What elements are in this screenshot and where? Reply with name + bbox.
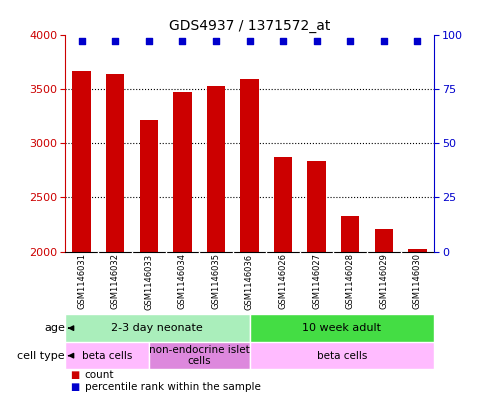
Bar [173, 92, 192, 252]
Bar [65, 342, 149, 369]
Text: GSM1146034: GSM1146034 [178, 253, 187, 309]
Text: non-endocrine islet
cells: non-endocrine islet cells [149, 345, 250, 366]
Bar [72, 71, 91, 252]
Point [178, 38, 186, 44]
Bar [207, 86, 225, 252]
Text: GSM1146028: GSM1146028 [346, 253, 355, 309]
Bar [274, 158, 292, 252]
Point [212, 38, 220, 44]
Text: GSM1146033: GSM1146033 [144, 253, 153, 310]
Text: GSM1146032: GSM1146032 [111, 253, 120, 309]
Bar [240, 79, 258, 252]
Point [380, 38, 388, 44]
Text: age: age [44, 323, 65, 333]
Bar [250, 342, 434, 369]
Point [145, 38, 153, 44]
Text: beta cells: beta cells [82, 351, 132, 361]
Title: GDS4937 / 1371572_at: GDS4937 / 1371572_at [169, 19, 330, 33]
Bar [140, 119, 158, 252]
Bar [149, 342, 250, 369]
Point [413, 38, 421, 44]
Text: ■: ■ [70, 370, 79, 380]
Point [246, 38, 253, 44]
Text: count: count [85, 370, 114, 380]
Bar [375, 229, 393, 252]
Bar [408, 250, 427, 252]
Point [346, 38, 354, 44]
Bar [307, 161, 326, 252]
Text: 2-3 day neonate: 2-3 day neonate [111, 323, 203, 333]
Text: GSM1146026: GSM1146026 [278, 253, 287, 309]
Text: GSM1146030: GSM1146030 [413, 253, 422, 309]
Point [78, 38, 86, 44]
Text: GSM1146036: GSM1146036 [245, 253, 254, 310]
Bar [106, 74, 124, 252]
Point [313, 38, 321, 44]
Text: GSM1146027: GSM1146027 [312, 253, 321, 309]
Text: ■: ■ [70, 382, 79, 392]
Text: GSM1146031: GSM1146031 [77, 253, 86, 309]
Text: cell type: cell type [17, 351, 65, 361]
Point [279, 38, 287, 44]
Bar [65, 314, 250, 342]
Text: 10 week adult: 10 week adult [302, 323, 381, 333]
Point [111, 38, 119, 44]
Text: beta cells: beta cells [317, 351, 367, 361]
Text: percentile rank within the sample: percentile rank within the sample [85, 382, 260, 392]
Text: GSM1146035: GSM1146035 [212, 253, 221, 309]
Text: GSM1146029: GSM1146029 [379, 253, 388, 309]
Bar [341, 216, 359, 252]
Bar [250, 314, 434, 342]
